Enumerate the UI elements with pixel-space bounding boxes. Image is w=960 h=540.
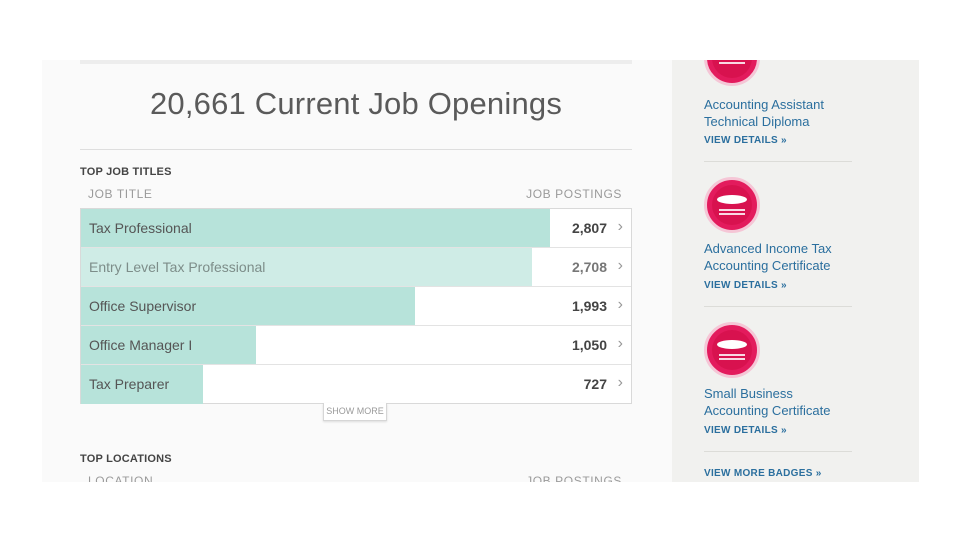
row-job-count: 1,993 bbox=[571, 298, 607, 314]
view-more-badges-link[interactable]: VIEW MORE BADGES » bbox=[704, 468, 822, 479]
view-details-link[interactable]: VIEW DETAILS » bbox=[704, 280, 787, 291]
row-job-title: Tax Preparer bbox=[89, 376, 170, 392]
sidebar-divider bbox=[704, 451, 852, 452]
row-bar bbox=[81, 209, 550, 247]
view-details-link[interactable]: VIEW DETAILS » bbox=[704, 135, 787, 146]
badge-corner-mark: th bbox=[705, 323, 711, 330]
chevron-right-icon: › bbox=[617, 218, 623, 235]
badge-corner-mark: th bbox=[705, 178, 711, 185]
badges-sidebar: Accounting Assistant Technical Diploma V… bbox=[672, 60, 919, 482]
chevron-right-icon: › bbox=[617, 335, 623, 352]
row-bar bbox=[81, 287, 415, 325]
row-job-title: Tax Professional bbox=[89, 220, 192, 236]
row-job-count: 2,708 bbox=[571, 259, 607, 275]
row-job-count: 2,807 bbox=[571, 220, 607, 236]
chevron-right-icon: › bbox=[617, 374, 623, 391]
sidebar-divider bbox=[704, 161, 852, 162]
row-job-title: Office Supervisor bbox=[89, 298, 197, 314]
col-header-location: LOCATION bbox=[88, 474, 154, 482]
col-header-job-title: JOB TITLE bbox=[88, 187, 153, 201]
col-header-job-postings: JOB POSTINGS bbox=[526, 187, 622, 201]
badge-title[interactable]: Advanced Income Tax Accounting Certifica… bbox=[704, 241, 832, 273]
table-row[interactable]: Office Supervisor 1,993 › bbox=[81, 287, 631, 326]
row-job-title: Office Manager I bbox=[89, 337, 193, 353]
col-header-location-postings: JOB POSTINGS bbox=[526, 474, 622, 482]
table-row[interactable]: Office Manager I 1,050 › bbox=[81, 326, 631, 365]
badge-seal bbox=[712, 330, 752, 370]
view-details-link[interactable]: VIEW DETAILS » bbox=[704, 425, 787, 436]
badge-seal bbox=[712, 60, 752, 78]
sidebar-divider bbox=[704, 306, 852, 307]
row-bar bbox=[81, 365, 203, 404]
row-bar bbox=[81, 248, 532, 286]
job-openings-panel: 20,661 Current Job Openings TOP JOB TITL… bbox=[42, 60, 672, 482]
header-divider bbox=[80, 149, 632, 150]
top-locations-heading: TOP LOCATIONS bbox=[80, 453, 172, 465]
badge-title[interactable]: Accounting Assistant Technical Diploma bbox=[704, 97, 824, 129]
row-job-title: Entry Level Tax Professional bbox=[89, 259, 266, 275]
badge-seal bbox=[712, 185, 752, 225]
badge-title[interactable]: Small Business Accounting Certificate bbox=[704, 386, 831, 418]
chevron-right-icon: › bbox=[617, 257, 623, 274]
badge-icon bbox=[704, 60, 760, 86]
row-job-count: 1,050 bbox=[571, 337, 607, 353]
show-more-button[interactable]: SHOW MORE bbox=[323, 403, 387, 421]
page-title: 20,661 Current Job Openings bbox=[149, 86, 563, 121]
table-row[interactable]: Tax Professional 2,807 › bbox=[81, 209, 631, 248]
table-row[interactable]: Tax Preparer 727 › bbox=[81, 365, 631, 404]
badge-icon: th bbox=[704, 177, 760, 233]
row-bar bbox=[81, 326, 257, 364]
table-row[interactable]: Entry Level Tax Professional 2,708 › bbox=[81, 248, 631, 287]
job-titles-table: Tax Professional 2,807 › Entry Level Tax… bbox=[80, 208, 632, 404]
top-strip bbox=[80, 60, 632, 64]
row-job-count: 727 bbox=[583, 376, 607, 392]
chevron-right-icon: › bbox=[617, 296, 623, 313]
top-job-titles-heading: TOP JOB TITLES bbox=[80, 166, 172, 178]
badge-icon: th bbox=[704, 322, 760, 378]
